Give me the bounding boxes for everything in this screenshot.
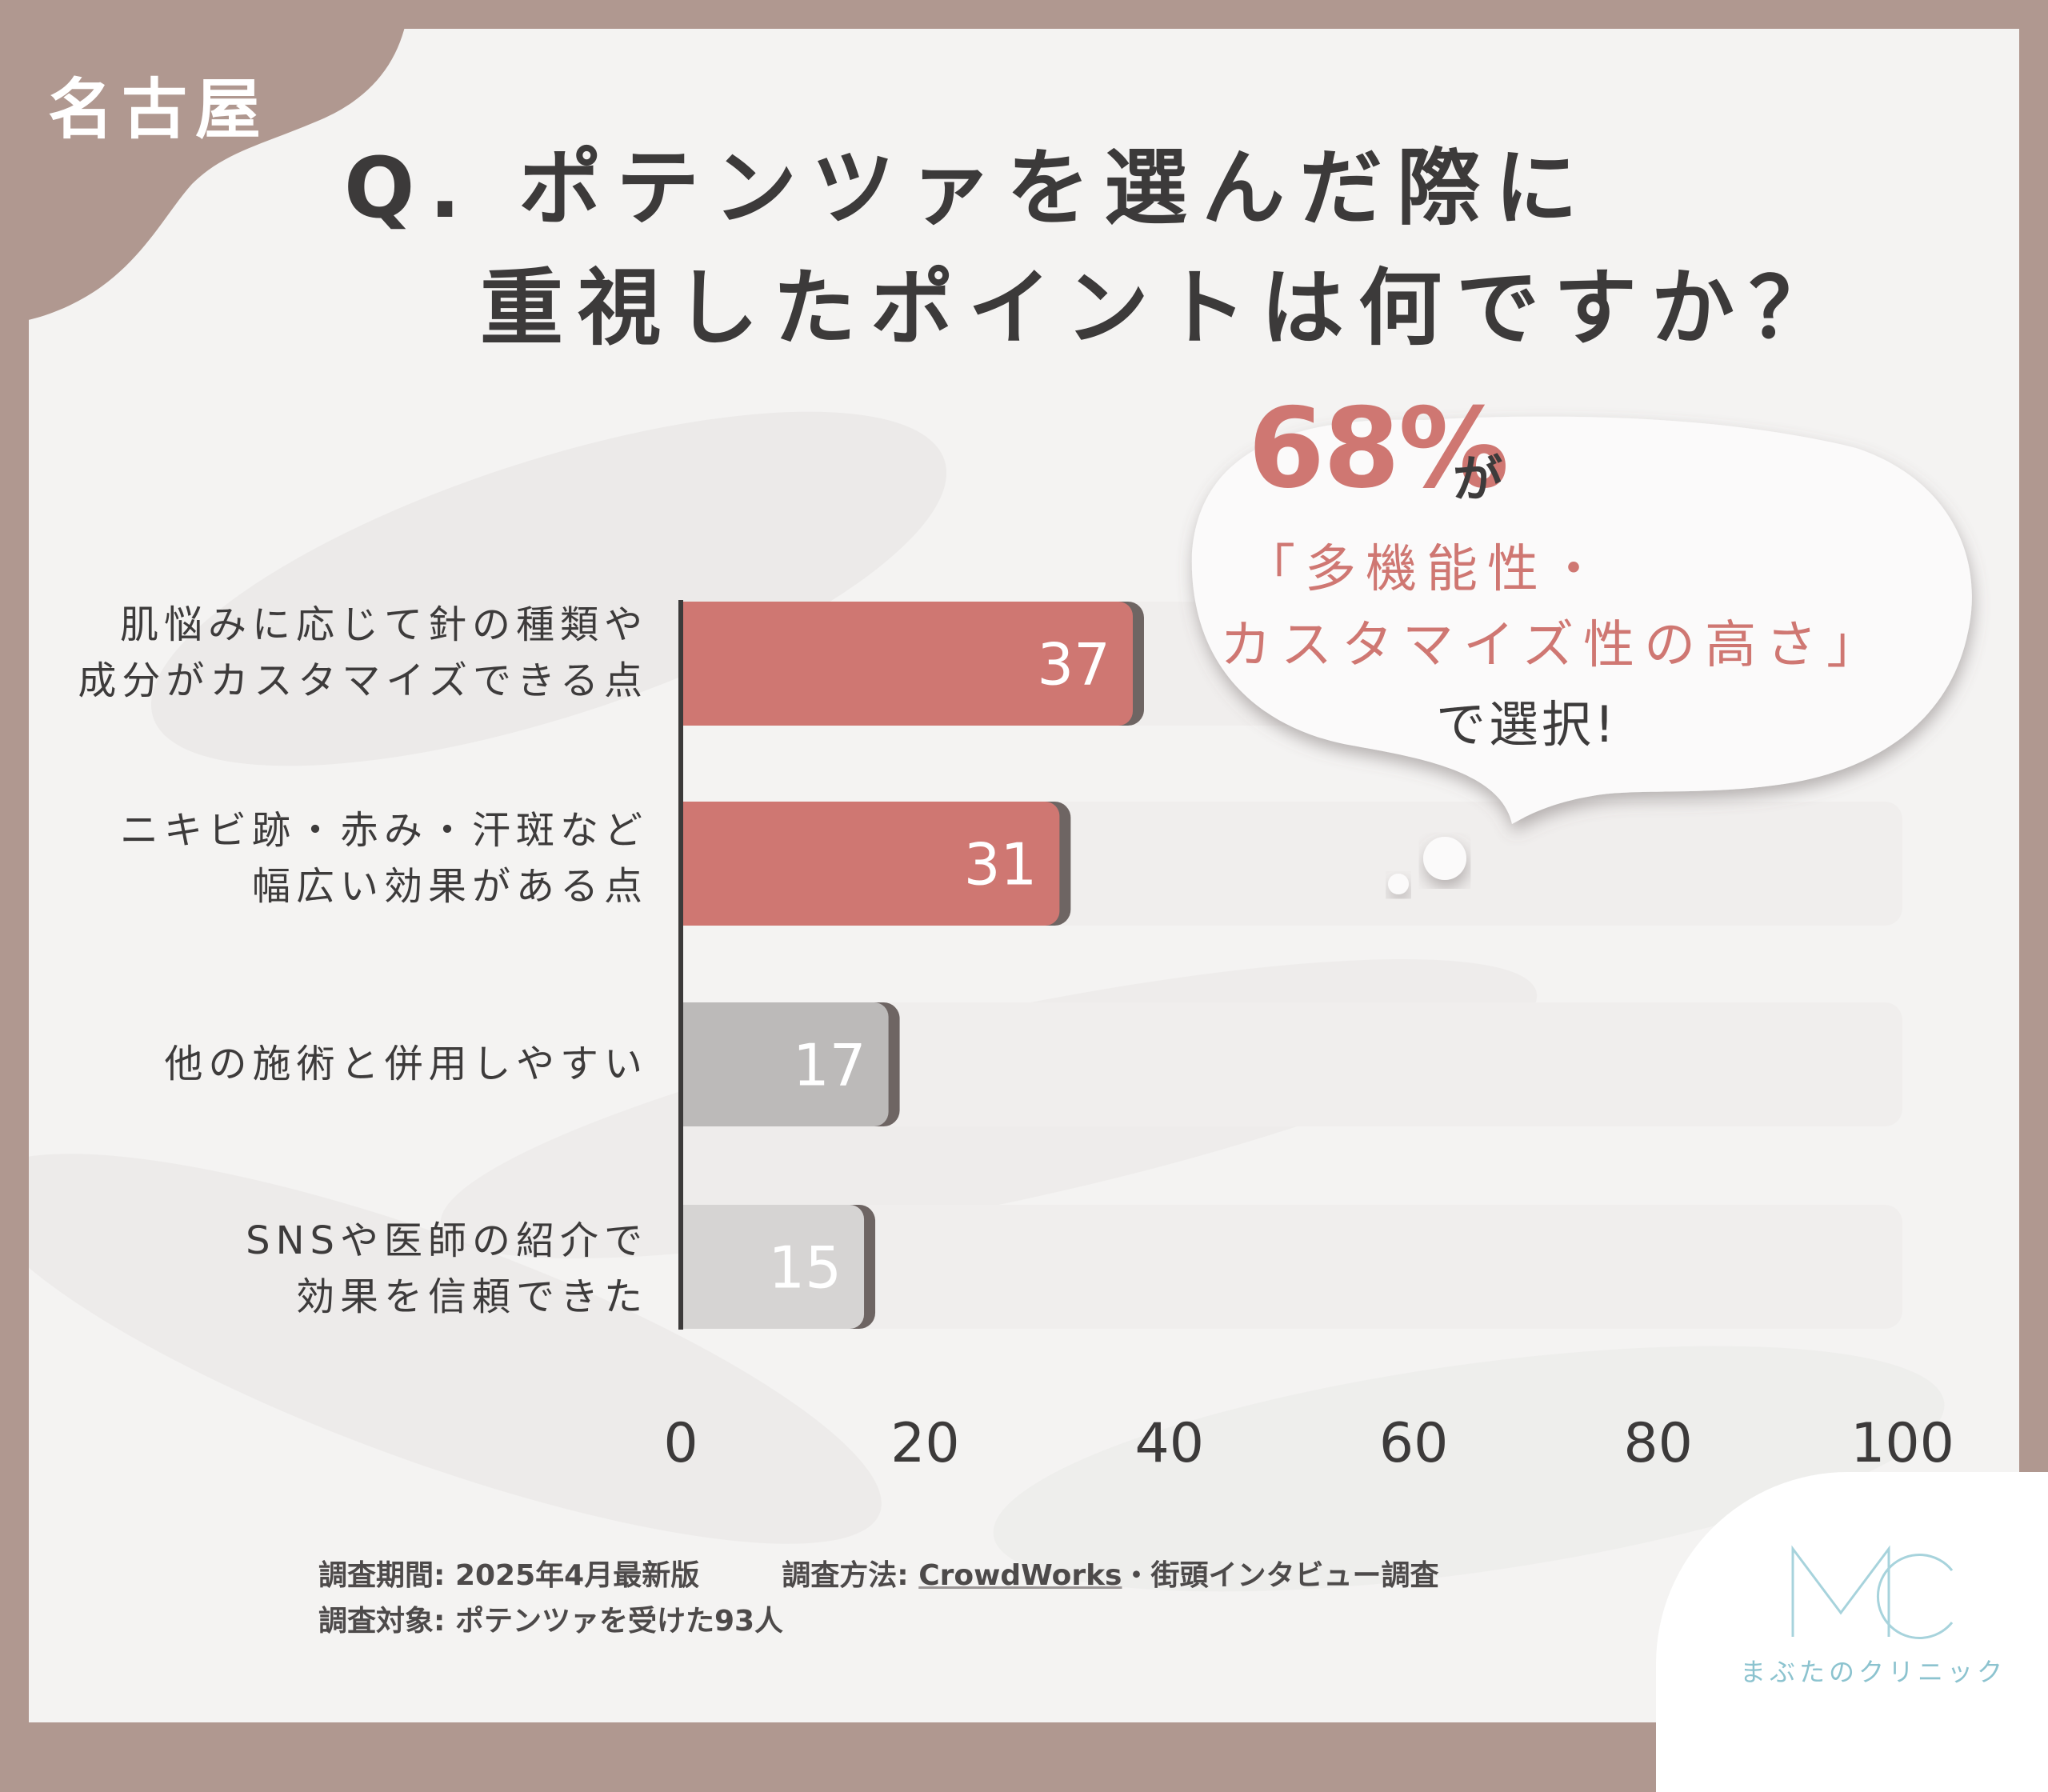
- logo-backdrop: [1656, 1472, 2048, 1792]
- category-label-4: SNSや医師の紹介で 効果を信頼できた: [246, 1218, 648, 1319]
- method-label: 調査方法:: [782, 1559, 909, 1592]
- method-value: CrowdWorks: [918, 1559, 1122, 1592]
- bar-3: [681, 1002, 889, 1126]
- title-line-2: 重視したポイントは何ですか？: [480, 259, 1847, 357]
- highlight-ending: で選択!: [1436, 695, 1618, 754]
- clinic-name: まぶたのクリニック: [1740, 1657, 2007, 1687]
- bar-4: [681, 1205, 865, 1329]
- highlight-quote-line-1: 「多機能性・: [1244, 540, 1609, 599]
- x-tick-label-40: 40: [1135, 1412, 1205, 1475]
- title-line-1: Q. ポテンツァを選んだ際に: [344, 139, 1593, 237]
- bar-1: [681, 602, 1133, 726]
- highlight-percent: 68%: [1248, 384, 1509, 513]
- method-rest: ・街頭インタビュー調査: [1122, 1559, 1439, 1592]
- x-tick-label-100: 100: [1850, 1412, 1954, 1475]
- bar-left-edge-4: [681, 1205, 713, 1329]
- x-tick-label-80: 80: [1623, 1412, 1693, 1475]
- bar-track-4: [681, 1205, 1902, 1329]
- bar-chart: 37 31 17 15 0 20 40 60 80 100: [663, 600, 1954, 1475]
- bar-value-label-2: 31: [964, 831, 1038, 898]
- period-label: 調査期間:: [318, 1559, 446, 1592]
- survey-info-line-2: 調査対象: ポテンツァを受けた93人: [318, 1598, 783, 1639]
- bar-left-edge-2: [681, 802, 713, 926]
- x-tick-label-0: 0: [663, 1412, 698, 1475]
- category-label-3: 他の施術と併用しやすい: [164, 1042, 648, 1086]
- target-value: ポテンツァを受けた93人: [454, 1605, 784, 1638]
- highlight-quote-line-2: カスタマイズ性の高さ」: [1220, 616, 1888, 675]
- corner-shape: [0, 0, 410, 324]
- region-tag: 名古屋: [48, 72, 270, 148]
- bar-value-label-4: 15: [768, 1234, 842, 1302]
- x-tick-label-20: 20: [890, 1412, 960, 1475]
- bar-left-edge-3: [681, 1002, 713, 1126]
- survey-info-line-1: 調査期間: 2025年4月最新版 調査方法: CrowdWorks・街頭インタビ…: [318, 1552, 1438, 1594]
- bar-left-edge-1: [681, 602, 713, 726]
- bar-value-label-1: 37: [1037, 631, 1110, 698]
- mc-logo-icon: [1791, 1545, 1954, 1639]
- bar-value-label-3: 17: [793, 1032, 866, 1099]
- period-value: 2025年4月最新版: [454, 1559, 700, 1592]
- target-label: 調査対象:: [318, 1605, 446, 1638]
- x-tick-label-60: 60: [1379, 1412, 1449, 1475]
- category-label-2: ニキビ跡・赤み・汗斑など 幅広い効果がある点: [119, 808, 648, 909]
- speech-bubble: [1191, 416, 1972, 894]
- highlight-suffix: が: [1453, 450, 1503, 508]
- category-label-1: 肌悩みに応じて針の種類や 成分がカスタマイズできる点: [78, 602, 648, 703]
- bar-2: [681, 802, 1060, 926]
- bar-track-3: [681, 1002, 1902, 1126]
